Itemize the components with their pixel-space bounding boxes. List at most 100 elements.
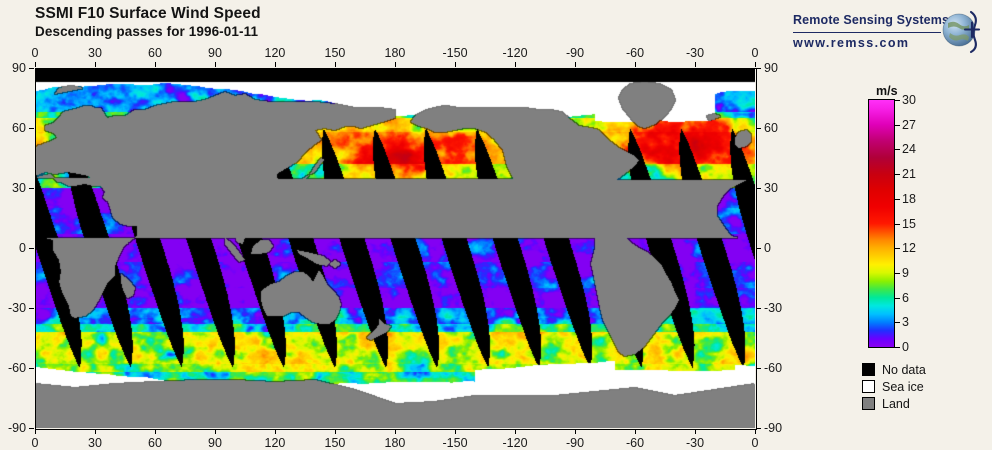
y-axis-label: -30 [8, 301, 27, 315]
x-axis-tick [575, 429, 576, 434]
x-axis-tick [95, 429, 96, 434]
colorbar-tick-label: 12 [902, 241, 916, 256]
x-axis-label: 60 [148, 436, 162, 450]
y-axis-label-right: -60 [764, 361, 783, 375]
x-axis-tick-top [515, 62, 516, 67]
x-axis-label: 180 [384, 436, 406, 450]
colorbar-tick-label: 24 [902, 142, 916, 157]
x-axis-label-top: 120 [264, 46, 286, 60]
y-axis-label: 30 [12, 181, 26, 195]
logo-website-url: www.remss.com [793, 36, 910, 50]
page-subtitle: Descending passes for 1996-01-11 [35, 24, 259, 39]
y-axis-tick-right [756, 68, 761, 69]
y-axis-tick [29, 428, 34, 429]
x-axis-label-top: 150 [324, 46, 346, 60]
y-axis-tick-right [756, 188, 761, 189]
x-axis-label: -150 [442, 436, 468, 450]
y-axis-label-right: 0 [764, 241, 771, 255]
colorbar-tick-label: 30 [902, 93, 916, 107]
page-title: SSMI F10 Surface Wind Speed [35, 5, 261, 22]
x-axis-tick [755, 429, 756, 434]
x-axis-tick-top [155, 62, 156, 67]
y-axis-tick-right [756, 128, 761, 129]
colorbar-tick [895, 149, 900, 150]
map-legend: No data Sea ice Land [862, 361, 926, 412]
colorbar-tick [895, 322, 900, 323]
x-axis-label-top: -30 [686, 46, 705, 60]
map-canvas [35, 68, 755, 428]
x-axis-label: 0 [751, 436, 759, 450]
logo-divider [793, 32, 941, 33]
y-axis-label-right: -90 [764, 421, 783, 435]
x-axis-label-top: 0 [751, 46, 759, 60]
y-axis-tick-right [756, 368, 761, 369]
colorbar-gradient [869, 100, 894, 347]
colorbar-tick [895, 298, 900, 299]
colorbar-tick [895, 199, 900, 200]
y-axis-tick-right [756, 428, 761, 429]
x-axis-tick [635, 429, 636, 434]
x-axis-label: 30 [88, 436, 102, 450]
x-axis-label: 150 [324, 436, 346, 450]
x-axis-label: -60 [626, 436, 645, 450]
y-axis-label: 60 [12, 121, 26, 135]
x-axis-label: -120 [502, 436, 528, 450]
y-axis-label: 90 [12, 61, 26, 75]
y-axis-tick-right [756, 248, 761, 249]
y-axis-tick [29, 248, 34, 249]
colorbar-tick-label: 3 [902, 315, 909, 330]
x-axis-tick-top [275, 62, 276, 67]
x-axis-label-top: -120 [502, 46, 528, 60]
logo-organization-name: Remote Sensing Systems [793, 13, 950, 27]
x-axis-tick-top [395, 62, 396, 67]
colorbar-tick [895, 100, 900, 101]
colorbar-tick [895, 224, 900, 225]
y-axis-label: 0 [19, 241, 26, 255]
legend-swatch [862, 397, 875, 410]
legend-swatch [862, 363, 875, 376]
legend-item: Land [862, 395, 926, 412]
colorbar-tick-label: 27 [902, 117, 916, 132]
y-axis-label: -90 [8, 421, 27, 435]
colorbar [868, 99, 895, 348]
wind-speed-map [35, 68, 757, 430]
x-axis-tick [695, 429, 696, 434]
colorbar-tick-label: 6 [902, 290, 909, 305]
x-axis-label-top: 0 [31, 46, 39, 60]
x-axis-tick [335, 429, 336, 434]
x-axis-label-top: -90 [566, 46, 585, 60]
legend-item: Sea ice [862, 378, 926, 395]
colorbar-tick [895, 248, 900, 249]
title-block: SSMI F10 Surface Wind Speed Descending p… [35, 4, 261, 41]
x-axis-tick [515, 429, 516, 434]
x-axis-label-top: 60 [148, 46, 162, 60]
y-axis-tick [29, 128, 34, 129]
x-axis-tick [455, 429, 456, 434]
legend-label: Land [882, 396, 910, 411]
x-axis-label: -90 [566, 436, 585, 450]
x-axis-label-top: -150 [442, 46, 468, 60]
x-axis-label-top: 90 [208, 46, 222, 60]
legend-label: No data [882, 362, 926, 377]
x-axis-tick-top [335, 62, 336, 67]
x-axis-tick-top [215, 62, 216, 67]
x-axis-label-top: 180 [384, 46, 406, 60]
legend-item: No data [862, 361, 926, 378]
x-axis-tick [215, 429, 216, 434]
x-axis-tick [395, 429, 396, 434]
y-axis-label-right: 90 [764, 61, 778, 75]
x-axis-tick-top [575, 62, 576, 67]
x-axis-tick-top [695, 62, 696, 67]
colorbar-tick-label: 21 [902, 167, 916, 182]
x-axis-tick [155, 429, 156, 434]
x-axis-tick [275, 429, 276, 434]
y-axis-tick [29, 68, 34, 69]
colorbar-tick-label: 9 [902, 265, 909, 280]
y-axis-label-right: 60 [764, 121, 778, 135]
y-axis-label-right: -30 [764, 301, 783, 315]
colorbar-units-label: m/s [876, 84, 898, 98]
y-axis-tick [29, 368, 34, 369]
remss-logo[interactable]: Remote Sensing Systems www.remss.com [793, 10, 983, 60]
x-axis-tick-top [755, 62, 756, 67]
